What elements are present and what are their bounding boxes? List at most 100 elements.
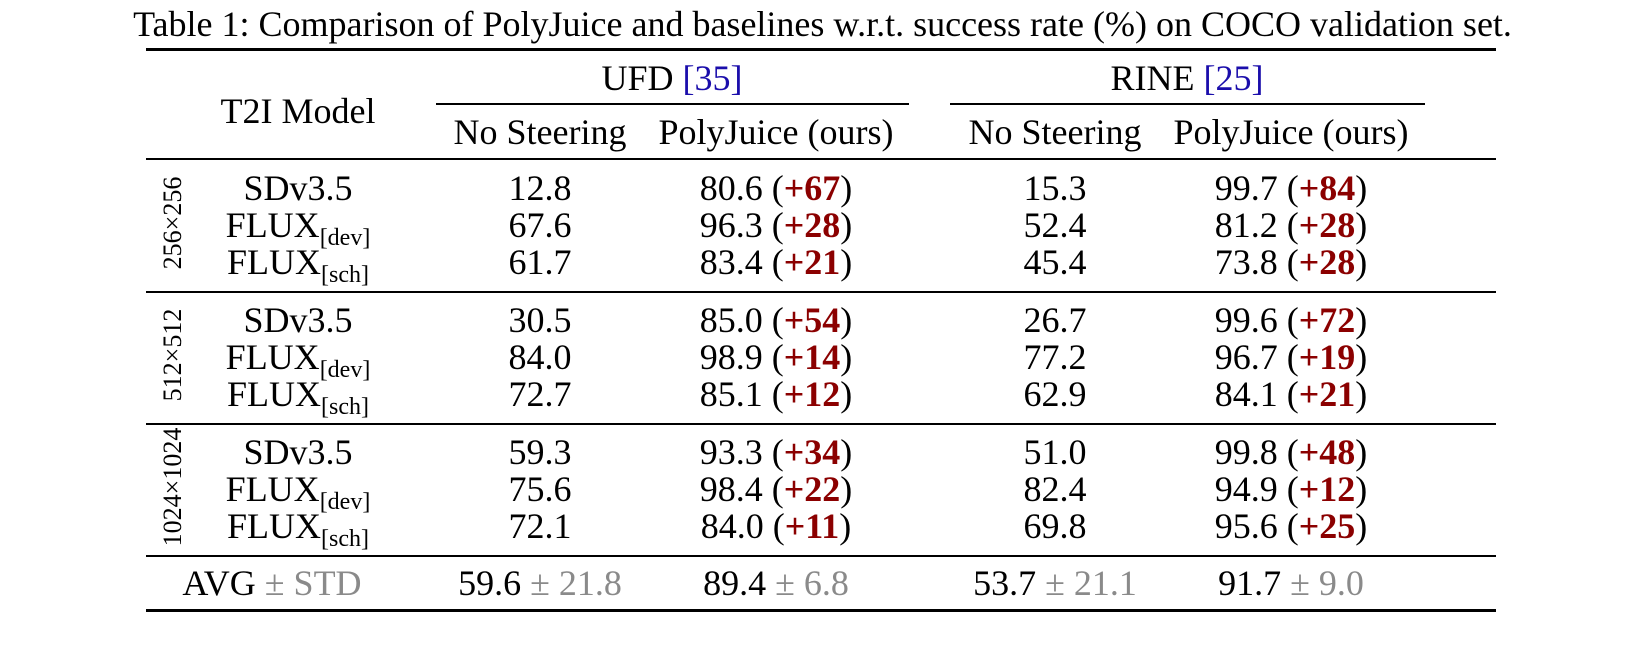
model-name: FLUX[dev] (225, 205, 371, 250)
gain-value: +25 (1298, 506, 1356, 546)
model-column-header: T2I Model (220, 91, 376, 131)
model-variant: [dev] (319, 357, 371, 383)
citation-link[interactable]: [35] (682, 58, 743, 98)
rine-no-steering-value: 69.8 (1023, 506, 1087, 546)
model-variant: [sch] (321, 262, 369, 288)
gain-value: +12 (783, 374, 841, 414)
avg-rule (146, 555, 1496, 557)
std-value: ± 6.8 (775, 563, 849, 603)
mean-value: 59.6 (458, 563, 522, 603)
gain-value: +11 (784, 506, 840, 546)
model-name: SDv3.5 (243, 432, 352, 472)
rine-polyjuice-cell: 99.7 (+84) (1214, 168, 1368, 208)
resolution-label: 256×256 (158, 176, 187, 270)
score-value: 93.3 (699, 432, 763, 472)
model-base: FLUX (225, 337, 320, 377)
gain-value: +19 (1298, 337, 1356, 377)
rine-polyjuice-cell: 73.8 (+28) (1214, 242, 1368, 282)
table-caption: Table 1: Comparison of PolyJuice and bas… (133, 4, 1512, 44)
model-base: SDv3.5 (243, 300, 353, 340)
score-value: 84.0 (700, 506, 764, 546)
score-value: 73.8 (1214, 242, 1278, 282)
avg-cell-rine-no-steering: 53.7 ± 21.1 (973, 563, 1137, 603)
ufd-group-rule (436, 103, 909, 105)
model-name: FLUX[sch] (227, 242, 369, 287)
score-value: 96.7 (1214, 337, 1278, 377)
gain-value: +28 (783, 205, 841, 245)
gain-value: +54 (783, 300, 841, 340)
gain-value: +28 (1298, 242, 1356, 282)
model-name: FLUX[dev] (225, 337, 371, 382)
block-rule-1 (146, 291, 1496, 293)
std-value: ± 9.0 (1290, 563, 1364, 603)
subcol-header: No Steering (968, 112, 1142, 152)
avg-cell-ufd-polyjuice: 89.4 ± 6.8 (703, 563, 849, 603)
ufd-no-steering-value: 12.8 (508, 168, 572, 208)
rine-no-steering-value: 82.4 (1023, 469, 1087, 509)
std-label: ± STD (264, 563, 362, 603)
score-value: 85.1 (699, 374, 763, 414)
gain-value: +48 (1298, 432, 1356, 472)
score-value: 99.6 (1214, 300, 1278, 340)
ufd-polyjuice-cell: 98.9 (+14) (699, 337, 853, 377)
bottom-rule (146, 609, 1496, 612)
std-value: ± 21.1 (1045, 563, 1137, 603)
score-value: 99.7 (1214, 168, 1278, 208)
rine-polyjuice-cell: 94.9 (+12) (1214, 469, 1368, 509)
ufd-no-steering-value: 72.1 (508, 506, 572, 546)
score-value: 94.9 (1214, 469, 1278, 509)
rine-no-steering-value: 52.4 (1023, 205, 1087, 245)
score-value: 83.4 (699, 242, 763, 282)
subcol-header: PolyJuice (ours) (1173, 112, 1409, 152)
ufd-no-steering-value: 59.3 (508, 432, 572, 472)
ufd-no-steering-value: 84.0 (508, 337, 572, 377)
gain-value: +34 (783, 432, 841, 472)
rine-no-steering-value: 51.0 (1023, 432, 1087, 472)
rine-polyjuice-cell: 96.7 (+19) (1214, 337, 1368, 377)
rine-polyjuice-cell: 84.1 (+21) (1214, 374, 1368, 414)
model-variant: [sch] (321, 526, 369, 552)
ufd-polyjuice-cell: 98.4 (+22) (699, 469, 853, 509)
score-value: 96.3 (699, 205, 763, 245)
resolution-label: 1024×1024 (158, 427, 187, 547)
model-base: SDv3.5 (243, 168, 353, 208)
ufd-polyjuice-cell: 83.4 (+21) (699, 242, 853, 282)
ufd-no-steering-value: 61.7 (508, 242, 572, 282)
mean-value: 91.7 (1218, 563, 1282, 603)
ufd-no-steering-value: 30.5 (508, 300, 572, 340)
score-value: 84.1 (1214, 374, 1278, 414)
block-rule-2 (146, 423, 1496, 425)
ufd-no-steering-value: 67.6 (508, 205, 572, 245)
ufd-polyjuice-cell: 85.1 (+12) (699, 374, 853, 414)
model-name: SDv3.5 (243, 168, 352, 208)
model-base: FLUX (225, 205, 320, 245)
gain-value: +72 (1298, 300, 1356, 340)
citation-link[interactable]: [25] (1203, 58, 1264, 98)
score-value: 80.6 (699, 168, 763, 208)
mean-value: 53.7 (973, 563, 1037, 603)
rine-no-steering-value: 77.2 (1023, 337, 1087, 377)
group-header-ufd: UFD [35] (601, 58, 742, 98)
subcol-header: No Steering (453, 112, 627, 152)
ufd-no-steering-value: 75.6 (508, 469, 572, 509)
rine-no-steering-value: 15.3 (1023, 168, 1087, 208)
header-rule (146, 158, 1496, 160)
rine-polyjuice-cell: 99.8 (+48) (1214, 432, 1368, 472)
model-base: FLUX (227, 374, 322, 414)
ufd-polyjuice-cell: 80.6 (+67) (699, 168, 853, 208)
rine-polyjuice-cell: 81.2 (+28) (1214, 205, 1368, 245)
group-name: UFD (601, 58, 674, 98)
avg-cell-rine-polyjuice: 91.7 ± 9.0 (1218, 563, 1364, 603)
avg-cell-ufd-no-steering: 59.6 ± 21.8 (458, 563, 622, 603)
group-header-rine: RINE [25] (1111, 58, 1264, 98)
gain-value: +12 (1298, 469, 1356, 509)
model-base: FLUX (227, 242, 322, 282)
score-value: 85.0 (699, 300, 763, 340)
model-base: FLUX (225, 469, 320, 509)
model-variant: [dev] (319, 489, 371, 515)
group-name: RINE (1110, 58, 1195, 98)
mean-value: 89.4 (703, 563, 767, 603)
score-value: 98.4 (699, 469, 763, 509)
rine-no-steering-value: 45.4 (1023, 242, 1087, 282)
rine-group-rule (950, 103, 1425, 105)
